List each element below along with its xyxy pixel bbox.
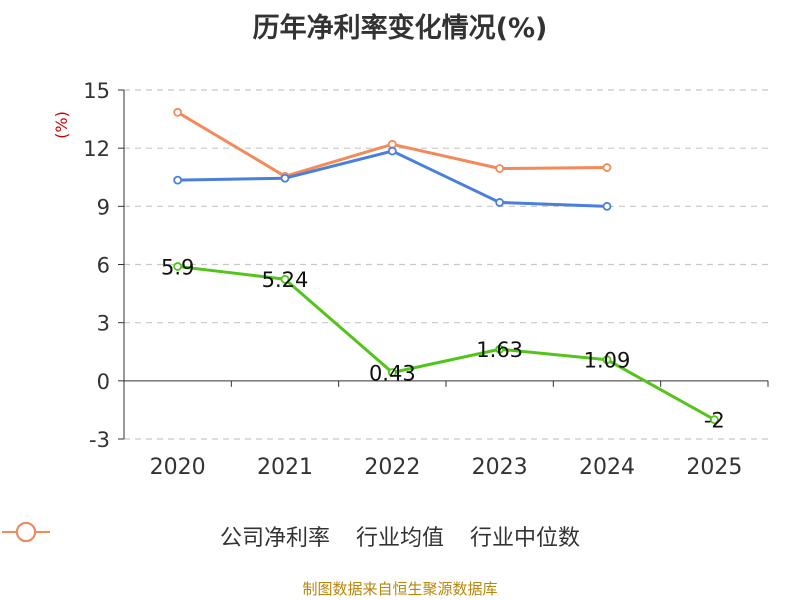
data-point xyxy=(495,344,505,354)
data-point xyxy=(495,198,505,207)
data-point xyxy=(387,146,397,156)
y-tick-label: 15 xyxy=(83,79,110,103)
y-tick-label: 12 xyxy=(83,137,110,161)
data-label: 0.43 xyxy=(369,361,416,385)
y-tick-label: -3 xyxy=(89,428,110,452)
data-point xyxy=(709,415,719,425)
data-label: 5.9 xyxy=(161,255,194,279)
data-point xyxy=(495,164,505,173)
legend-item-industry-median[interactable]: 行业中位数 xyxy=(2,520,581,552)
series-line xyxy=(177,264,716,421)
y-tick-label: 3 xyxy=(97,312,110,336)
y-tick-label: 6 xyxy=(97,254,110,278)
x-tick-label: 2020 xyxy=(150,455,206,480)
y-tick-label: 9 xyxy=(97,195,110,219)
series-line xyxy=(177,149,608,208)
data-point xyxy=(173,175,183,185)
x-tick-label: 2021 xyxy=(257,455,313,480)
legend-item-company[interactable]: 公司净利率 xyxy=(2,520,330,552)
data-point xyxy=(173,107,183,117)
data-point xyxy=(173,262,183,271)
legend-label-industry-mean: 行业均值 xyxy=(355,526,444,551)
data-point xyxy=(602,201,612,211)
x-tick-label: 2022 xyxy=(364,455,420,480)
data-point xyxy=(387,368,397,377)
legend-label-industry-median: 行业中位数 xyxy=(470,526,581,551)
data-point xyxy=(280,173,290,183)
y-axis-label: (%) xyxy=(52,111,71,139)
data-label: 1.63 xyxy=(476,338,523,362)
legend-label-company: 公司净利率 xyxy=(219,526,330,551)
legend: 公司净利率 行业均值 行业中位数 xyxy=(0,520,800,552)
data-label: 1.09 xyxy=(584,349,631,373)
data-label: -2 xyxy=(704,409,725,433)
data-point xyxy=(602,163,612,172)
legend-marker-industry-median xyxy=(2,522,50,542)
legend-item-industry-mean[interactable]: 行业均值 xyxy=(2,520,444,552)
x-tick-label: 2023 xyxy=(472,455,528,480)
x-tick-label: 2024 xyxy=(579,455,635,480)
source-note: 制图数据来自恒生聚源数据库 xyxy=(302,580,498,598)
y-tick-label: 0 xyxy=(97,370,110,394)
x-tick-label: 2025 xyxy=(686,455,742,480)
data-point xyxy=(602,355,612,365)
chart-title: 历年净利率变化情况(%) xyxy=(252,13,548,44)
data-label: 5.24 xyxy=(262,268,309,292)
data-point xyxy=(280,274,290,284)
